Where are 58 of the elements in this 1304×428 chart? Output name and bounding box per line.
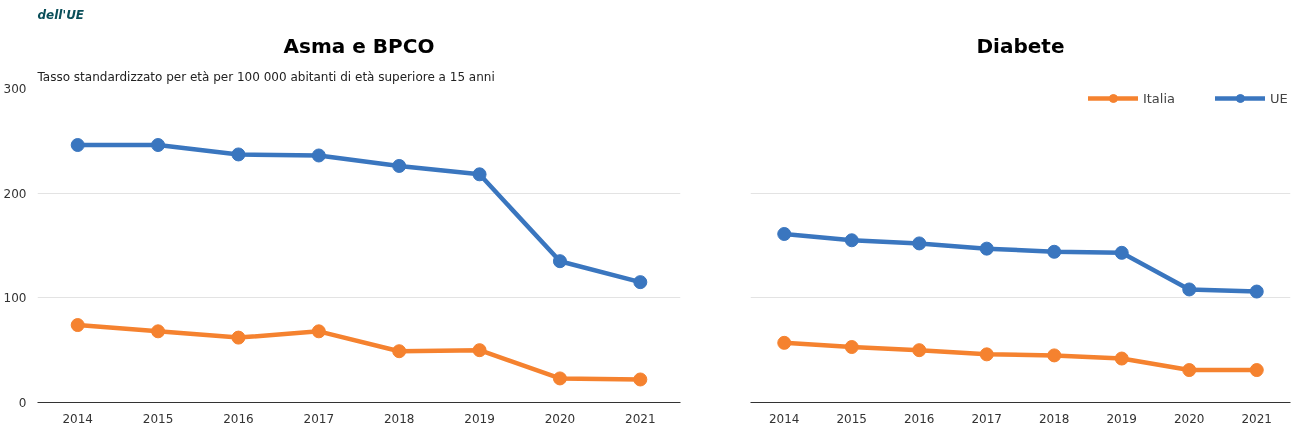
point <box>1249 284 1264 299</box>
x-tick-label: 2021 <box>625 411 656 426</box>
x-tick-label: 2019 <box>464 411 495 426</box>
x-tick-label: 2018 <box>383 411 415 426</box>
point <box>979 241 994 256</box>
x-tick-label: 2017 <box>303 411 335 426</box>
x-tick-label: 2017 <box>971 411 1003 426</box>
point <box>552 254 567 269</box>
point <box>231 330 246 345</box>
legend-label: Italia <box>1142 90 1175 106</box>
point <box>1182 363 1197 378</box>
point <box>1114 351 1129 366</box>
chart-subtitle: Tasso standardizzato per età per 100 000 abitanti di età superiore a 15 anni <box>36 69 495 84</box>
point <box>151 138 166 153</box>
x-tick-label: 2018 <box>1038 411 1070 426</box>
y-tick-label: 0 <box>18 396 27 410</box>
point <box>392 158 407 173</box>
x-tick-label: 2014 <box>62 411 93 426</box>
point <box>151 324 166 339</box>
chart-title: Asma e BPCO <box>283 33 435 58</box>
chart-title: Diabete <box>976 33 1065 58</box>
point <box>912 343 927 358</box>
point <box>912 236 927 251</box>
point <box>1047 348 1062 363</box>
legend-label: UE <box>1270 90 1289 106</box>
x-tick-label: 2015 <box>142 411 174 426</box>
x-tick-label: 2019 <box>1106 411 1138 426</box>
point <box>472 167 487 182</box>
point <box>70 138 85 153</box>
y-tick-label: 300 <box>3 82 27 96</box>
point <box>777 335 792 350</box>
point <box>844 233 859 248</box>
y-tick-label: 200 <box>3 186 27 201</box>
point <box>979 347 994 362</box>
point <box>70 318 85 333</box>
point <box>1249 363 1264 378</box>
point <box>392 344 407 359</box>
text: dell'UE <box>37 7 85 22</box>
x-tick-label: 2021 <box>1241 411 1273 426</box>
x-tick-label: 2016 <box>903 411 935 426</box>
x-tick-label: 2020 <box>544 411 576 426</box>
point <box>1114 245 1129 260</box>
point <box>311 324 326 339</box>
point <box>633 275 648 290</box>
point <box>844 340 859 355</box>
point <box>1182 282 1197 297</box>
point <box>633 372 648 387</box>
x-tick-label: 2014 <box>768 411 800 426</box>
x-tick-label: 2020 <box>1173 411 1205 426</box>
point <box>231 147 246 162</box>
point <box>777 227 792 241</box>
point <box>1047 244 1062 259</box>
x-tick-label: 2016 <box>223 411 254 426</box>
point <box>311 148 326 163</box>
point <box>472 343 487 358</box>
point <box>552 371 567 386</box>
x-tick-label: 2015 <box>836 411 868 426</box>
y-tick-label: 100 <box>3 291 27 306</box>
